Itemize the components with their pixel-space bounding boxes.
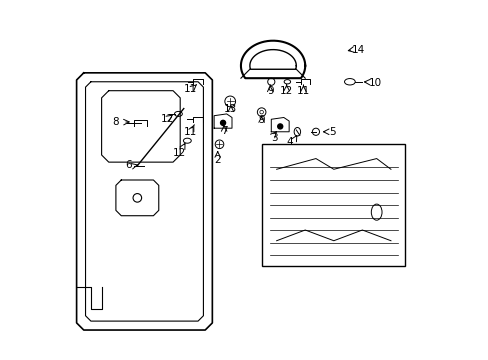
Text: 6: 6 xyxy=(125,160,131,170)
Circle shape xyxy=(277,124,282,129)
Text: 5: 5 xyxy=(328,127,335,137)
Text: 9: 9 xyxy=(258,115,264,125)
Text: 4: 4 xyxy=(286,137,293,147)
Text: 14: 14 xyxy=(351,45,365,55)
Text: 7: 7 xyxy=(221,126,227,136)
Text: 11: 11 xyxy=(183,84,197,94)
Bar xyxy=(262,144,405,266)
Text: 12: 12 xyxy=(172,148,185,158)
Text: 12: 12 xyxy=(280,86,293,96)
Text: 10: 10 xyxy=(367,78,381,88)
Text: 13: 13 xyxy=(224,104,237,113)
Text: 11: 11 xyxy=(183,127,197,137)
Text: 8: 8 xyxy=(112,117,118,127)
Text: 9: 9 xyxy=(266,86,273,96)
Text: 12: 12 xyxy=(161,113,174,123)
Text: 2: 2 xyxy=(214,156,221,165)
Text: 3: 3 xyxy=(270,133,277,143)
Circle shape xyxy=(220,120,225,125)
Text: 11: 11 xyxy=(296,86,309,96)
